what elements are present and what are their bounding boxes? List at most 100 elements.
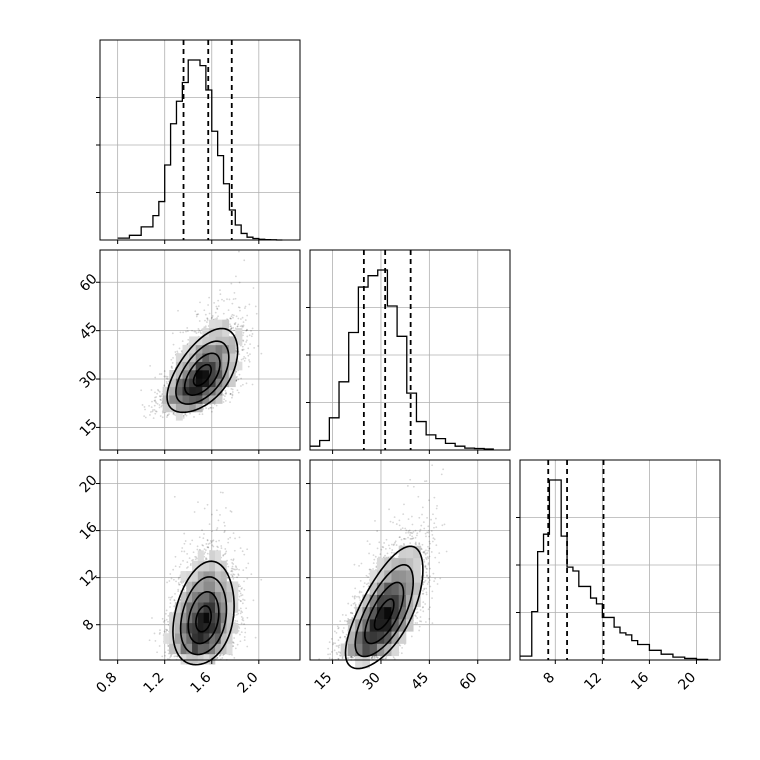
histogram-step-line xyxy=(117,59,283,241)
sample-point xyxy=(172,411,175,414)
density-cell xyxy=(208,319,216,329)
sample-point xyxy=(244,319,247,321)
sample-point xyxy=(216,317,218,319)
sample-point xyxy=(163,385,166,387)
sample-point xyxy=(171,367,174,370)
sample-point xyxy=(221,657,224,659)
sample-point xyxy=(241,594,244,596)
sample-point xyxy=(226,318,228,321)
sample-point xyxy=(195,315,198,318)
density-cell xyxy=(215,344,223,354)
sample-point xyxy=(243,553,246,556)
sample-point xyxy=(234,647,237,650)
sample-point xyxy=(172,578,175,581)
sample-point xyxy=(144,408,146,411)
sample-point xyxy=(205,543,208,545)
sample-point xyxy=(243,636,246,638)
sample-point xyxy=(170,577,173,580)
sample-point xyxy=(211,316,214,319)
sample-point xyxy=(243,343,246,346)
sample-point xyxy=(197,328,200,330)
sample-point xyxy=(166,581,168,584)
sample-point xyxy=(189,562,192,565)
sample-point xyxy=(168,413,170,416)
sample-point xyxy=(216,307,219,310)
sample-point xyxy=(186,561,189,564)
sample-point xyxy=(206,321,208,323)
sample-point xyxy=(196,313,199,316)
sample-point xyxy=(229,536,232,539)
sample-point xyxy=(159,629,161,632)
sample-point xyxy=(240,377,243,380)
sample-point xyxy=(161,655,164,658)
sample-point xyxy=(229,328,232,331)
x-tick-label: 20 xyxy=(675,670,699,694)
sample-point xyxy=(197,313,200,315)
sample-point xyxy=(247,347,250,350)
sample-point xyxy=(201,413,204,416)
sample-point xyxy=(215,404,218,407)
sample-point xyxy=(157,388,159,391)
sample-point xyxy=(211,544,214,547)
grid-lines xyxy=(310,250,510,450)
sample-point xyxy=(173,495,176,498)
density-cell xyxy=(182,395,190,404)
sample-point xyxy=(168,596,170,599)
sample-point xyxy=(180,350,183,352)
sample-point xyxy=(238,568,240,571)
sample-point xyxy=(230,573,233,576)
sample-point xyxy=(231,654,233,656)
sample-point xyxy=(165,380,168,383)
sample-point xyxy=(235,379,238,382)
sample-point xyxy=(231,388,234,391)
sample-point xyxy=(239,325,242,328)
sample-point xyxy=(203,309,206,312)
sample-point xyxy=(241,602,244,605)
density-cells xyxy=(162,319,243,421)
sample-point xyxy=(174,351,177,353)
sample-point xyxy=(193,330,196,333)
sample-point xyxy=(231,575,234,578)
sample-point xyxy=(241,348,244,351)
sample-point xyxy=(240,610,243,613)
sample-point xyxy=(242,569,245,572)
sample-point xyxy=(241,316,244,319)
sample-point xyxy=(233,291,236,294)
sample-point xyxy=(165,609,168,612)
sample-point xyxy=(208,312,211,315)
sample-point xyxy=(173,599,176,602)
sample-point xyxy=(211,513,213,516)
sample-point xyxy=(158,395,161,397)
sample-point xyxy=(160,395,163,397)
sample-point xyxy=(243,623,246,625)
sample-point xyxy=(232,532,235,535)
sample-point xyxy=(231,394,234,397)
sample-point xyxy=(228,298,231,301)
sample-point xyxy=(186,343,189,345)
sample-point xyxy=(183,532,186,535)
sample-point xyxy=(196,545,199,548)
sample-point xyxy=(237,323,240,326)
density-cell xyxy=(182,344,190,354)
sample-point xyxy=(157,389,160,392)
sample-point xyxy=(165,630,167,633)
sample-point xyxy=(223,398,226,401)
sample-point xyxy=(237,378,240,381)
sample-point xyxy=(196,548,199,551)
sample-point xyxy=(248,360,251,363)
sample-point xyxy=(251,327,254,330)
sample-point xyxy=(168,580,171,582)
sample-point xyxy=(243,639,246,642)
sample-point xyxy=(189,412,191,415)
sample-point xyxy=(238,589,240,592)
sample-point xyxy=(206,546,209,548)
sample-point xyxy=(232,577,235,580)
sample-point xyxy=(153,404,156,407)
sample-point xyxy=(241,587,243,589)
sample-point xyxy=(246,328,248,331)
sample-point xyxy=(242,340,245,342)
sample-point xyxy=(169,656,172,659)
sample-point xyxy=(247,354,250,357)
sample-point xyxy=(158,373,161,375)
x-tick-label: 12 xyxy=(581,670,605,694)
